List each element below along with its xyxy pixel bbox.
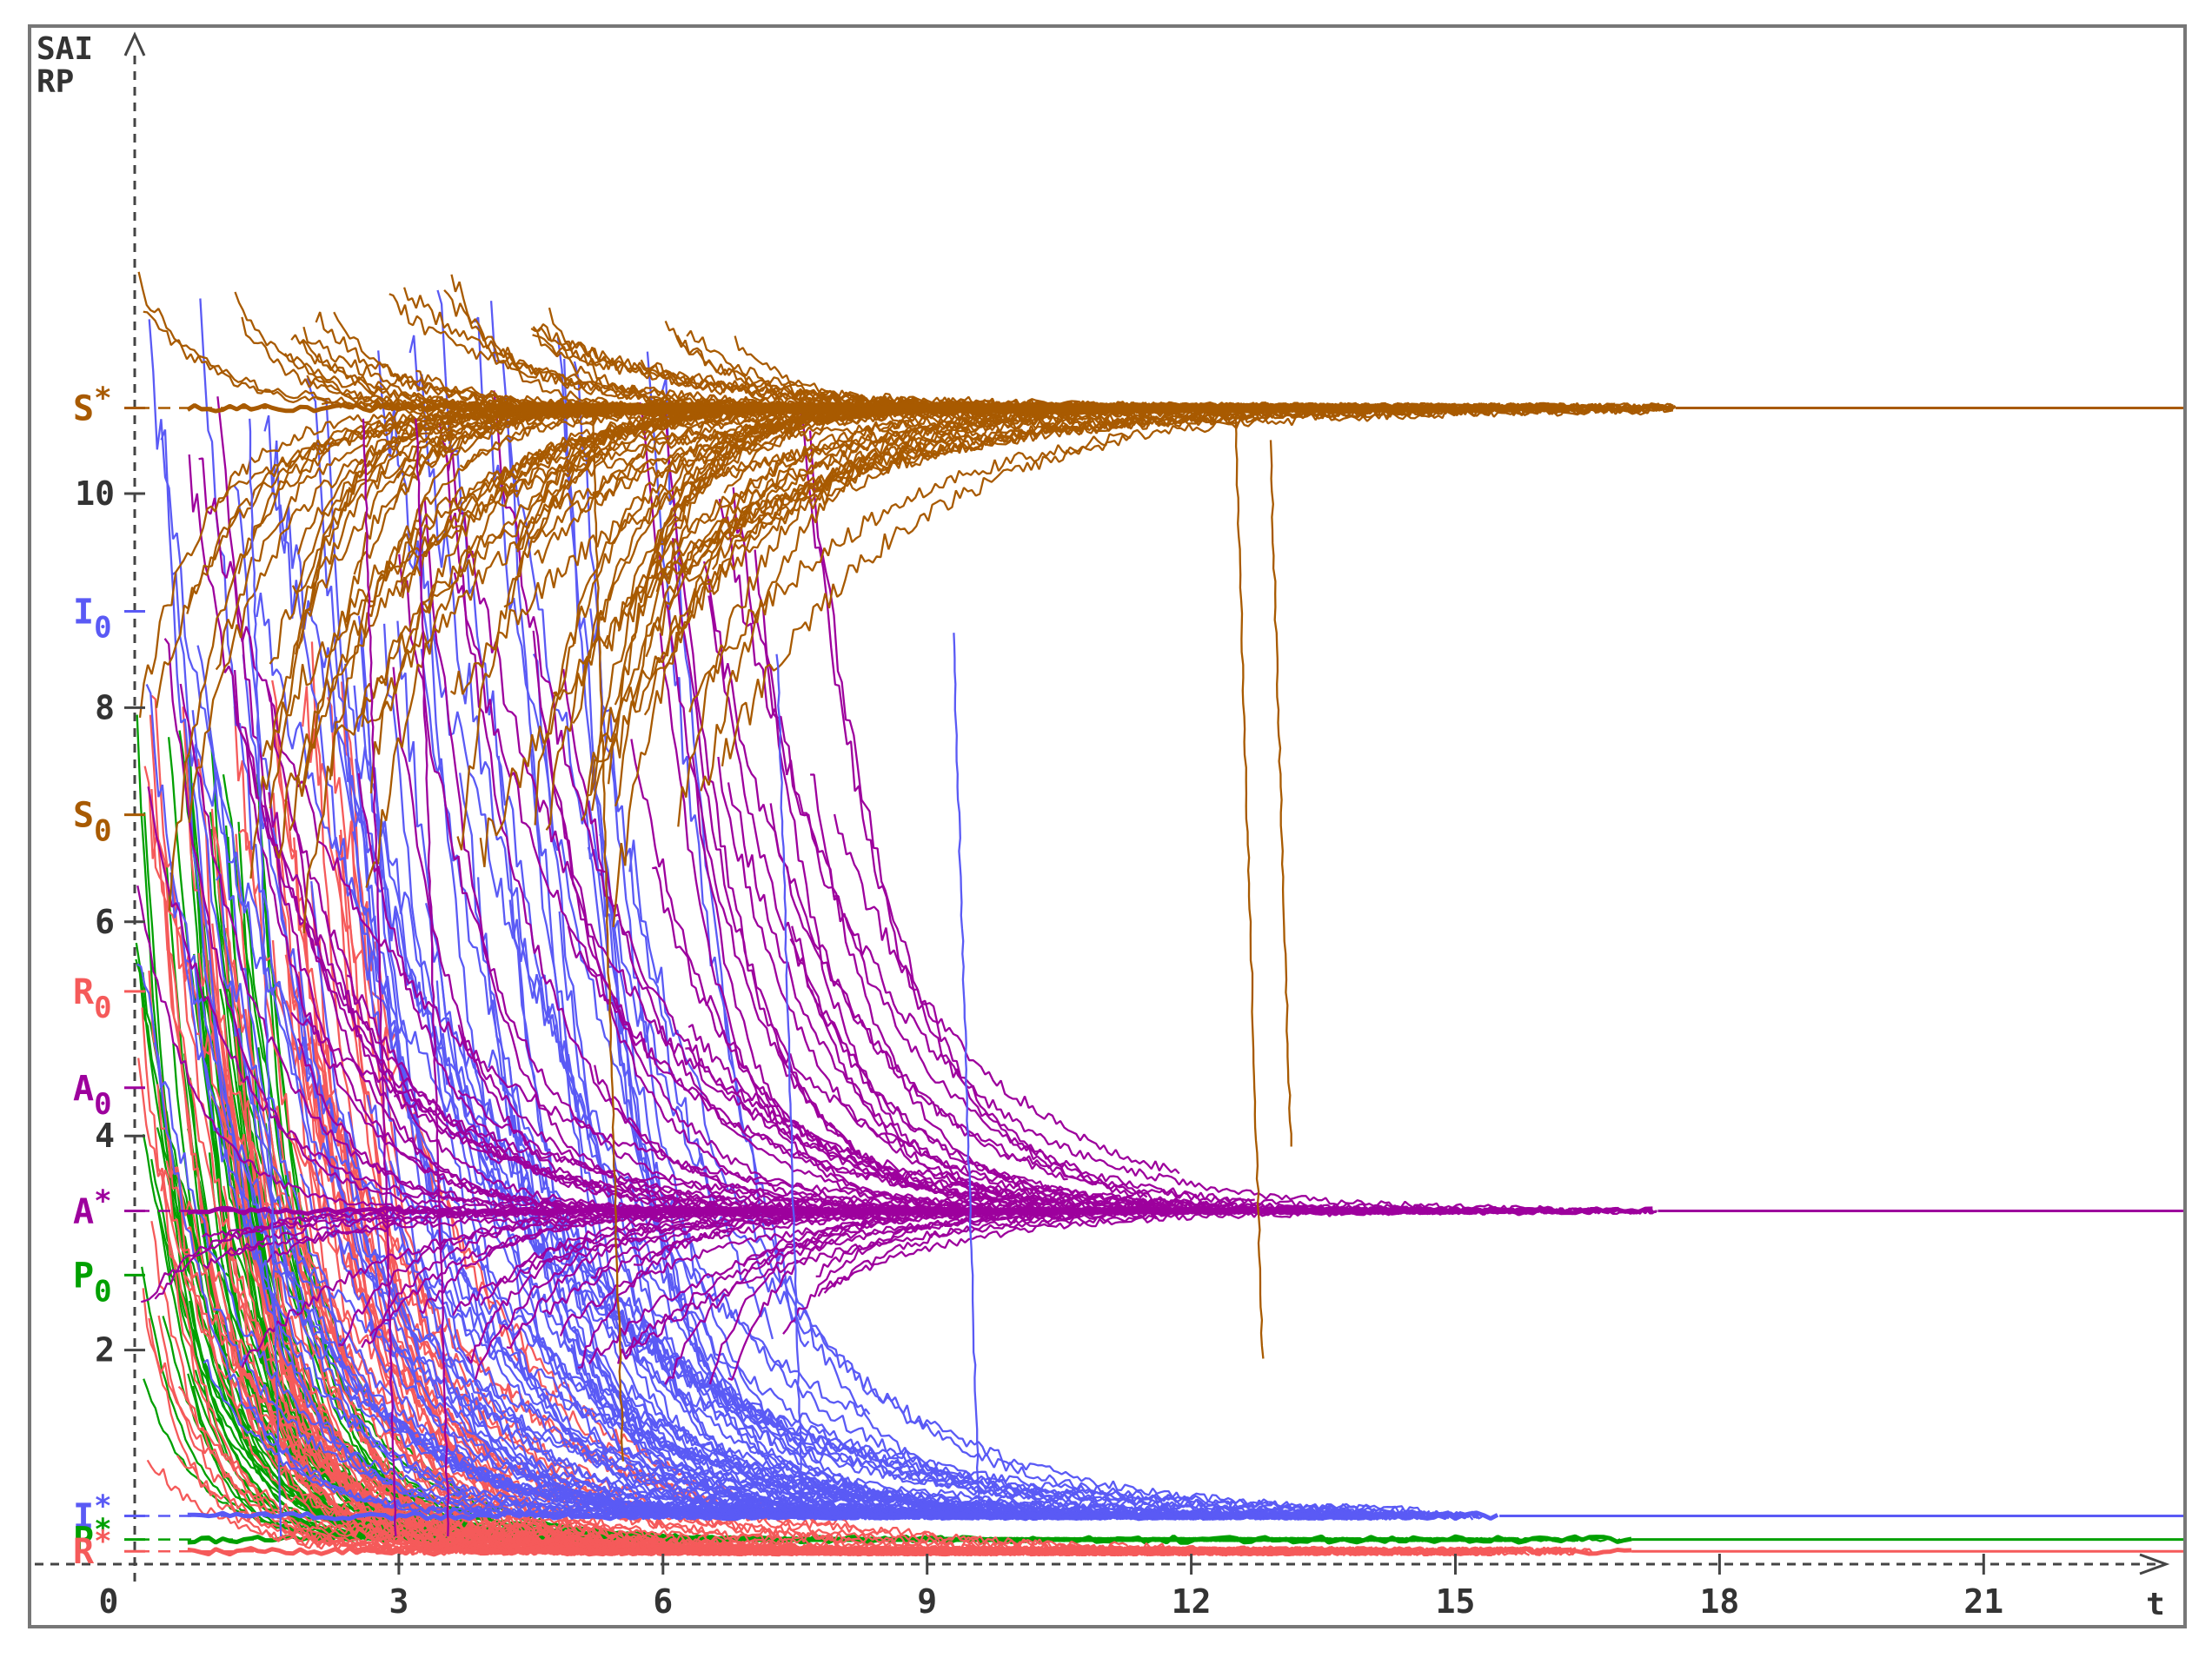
trajectory-a — [241, 726, 508, 1164]
marker-suffix-i-star: * — [94, 1489, 111, 1524]
trajectory-i — [589, 608, 774, 1340]
chart-frame — [28, 24, 2187, 1628]
x-tick-label: 3 — [389, 1582, 409, 1621]
trajectory-i — [628, 839, 1396, 1517]
outlier-trajectory — [1269, 440, 1292, 1147]
x-axis-title: t — [2146, 1587, 2165, 1622]
y-tick-label: 2 — [95, 1331, 115, 1370]
equilibrium-band-r — [187, 1546, 1632, 1557]
trajectory-i — [299, 1173, 1054, 1512]
marker-suffix-p-zero: 0 — [94, 1274, 111, 1309]
marker-label-i-star: I* — [73, 1489, 112, 1537]
trajectory-a — [833, 813, 1180, 1175]
marker-suffix-a-zero: 0 — [94, 1087, 111, 1122]
trajectory-i — [145, 684, 967, 1520]
outlier-trajectory — [249, 418, 282, 1537]
equilibrium-lines — [137, 406, 2183, 1553]
trajectory-i — [470, 1392, 754, 1510]
trajectory-a — [808, 430, 1148, 1198]
x-tick-label: 21 — [1963, 1582, 2003, 1621]
outlier-trajectory — [1234, 408, 1265, 1359]
marker-suffix-s-zero: 0 — [94, 814, 111, 849]
trajectory-a — [147, 786, 466, 1203]
x-tick-label: 9 — [917, 1582, 937, 1621]
trajectory-a — [718, 498, 1568, 1213]
y-tick-label: 8 — [95, 688, 115, 726]
x-tick-label: 12 — [1172, 1582, 1212, 1621]
x-tick-label: 6 — [653, 1582, 673, 1621]
marker-suffix-r-star: * — [94, 1524, 111, 1559]
trajectory-a — [136, 885, 578, 1215]
trajectory-s — [591, 416, 1084, 812]
trajectory-a — [685, 1047, 1213, 1209]
x-tick-label: 15 — [1436, 1582, 1476, 1621]
marker-suffix-a-star: * — [94, 1184, 111, 1218]
axis-labels: 0 3 6 9 12 15 18 21246810SAIRPtS*I0S0R0A0A*P0I*… — [37, 31, 2165, 1622]
trajectory-s — [449, 449, 797, 695]
y-axis-title: RP — [37, 64, 74, 100]
trajectory-a — [453, 572, 1019, 1204]
trajectory-a — [216, 396, 781, 1215]
y-axis-arrow — [123, 31, 146, 56]
outlier-trajectory — [953, 633, 981, 1520]
trajectory-s — [655, 404, 1513, 593]
x-tick-label: 0 — [99, 1582, 119, 1621]
trajectory-a — [562, 668, 1072, 1213]
y-tick-label: 6 — [95, 903, 115, 941]
trajectory-s — [607, 402, 1152, 785]
trajectory-a — [559, 1220, 874, 1336]
trajectory-s — [479, 403, 1543, 867]
trajectory-i — [256, 593, 1431, 1515]
trajectory-a — [268, 792, 602, 1187]
trajectory-s — [389, 293, 913, 412]
outlier-trajectory — [775, 653, 804, 1515]
axes — [35, 31, 2170, 1582]
trajectory-i — [409, 335, 1179, 1511]
marker-suffix-i-zero: 0 — [94, 611, 111, 646]
outlier-trajectory — [591, 408, 625, 1462]
trajectory-a — [338, 1210, 648, 1347]
outlier-trajectory — [415, 418, 449, 1537]
trajectory-s — [269, 402, 628, 809]
y-axis-title: SAI — [37, 31, 93, 67]
trajectory-a — [625, 1214, 1158, 1355]
trajectory-s — [688, 404, 1673, 713]
y-tick-label: 4 — [95, 1117, 115, 1155]
trajectory-a — [671, 538, 1090, 1213]
trajectory-i — [420, 648, 1088, 1514]
x-axis-arrow — [2139, 1553, 2170, 1575]
trajectory-s — [329, 434, 754, 780]
marker-label-a-star: A* — [73, 1184, 112, 1231]
trajectory-i — [476, 877, 1069, 1521]
marker-label-r-star: R* — [73, 1524, 112, 1572]
trajectory-a — [398, 554, 816, 1208]
trajectory-s — [721, 434, 1132, 767]
trajectory-a — [443, 442, 1071, 1204]
outlier-trajectory — [362, 418, 397, 1537]
equilibrium-band-i — [187, 1510, 1499, 1522]
trajectories — [135, 271, 1677, 1557]
marker-suffix-s-star: * — [94, 381, 111, 415]
trajectory-a — [702, 560, 1255, 1204]
trajectory-s — [361, 431, 731, 727]
trajectory-i — [473, 316, 1386, 1518]
equilibrium-band-s — [186, 402, 1675, 414]
trajectory-i — [351, 831, 1039, 1519]
marker-suffix-r-zero: 0 — [94, 991, 111, 1025]
trajectory-a — [188, 454, 800, 1210]
y-tick-label: 10 — [75, 474, 115, 513]
marker-suffix-p-star: * — [94, 1513, 111, 1548]
trajectory-a — [518, 1207, 1355, 1269]
trajectory-a — [754, 549, 1045, 1202]
equilibrium-band-a — [187, 1205, 1653, 1217]
x-tick-label: 18 — [1700, 1582, 1740, 1621]
